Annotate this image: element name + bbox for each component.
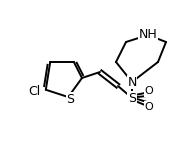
Text: N: N: [127, 75, 137, 89]
Text: Cl: Cl: [29, 85, 41, 98]
Text: NH: NH: [139, 29, 157, 41]
Text: S: S: [128, 91, 136, 105]
Text: O: O: [145, 102, 153, 112]
Text: S: S: [66, 93, 74, 106]
Text: O: O: [145, 86, 153, 96]
